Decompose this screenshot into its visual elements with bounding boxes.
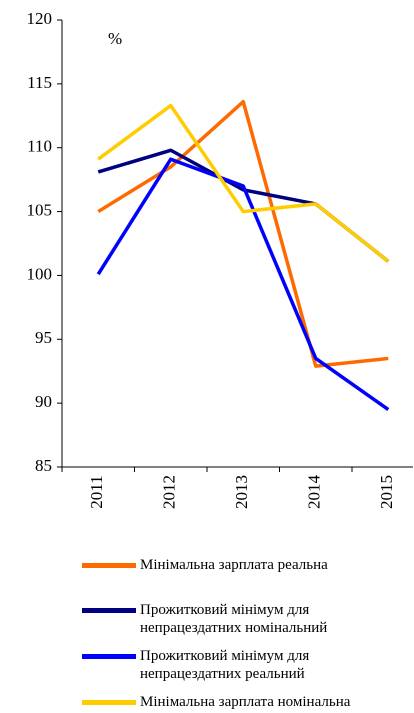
y-tick-label: 115: [27, 73, 52, 92]
legend-item: Мінімальна зарплата реальна: [82, 556, 328, 574]
series-line: [97, 103, 390, 263]
legend-swatch: [82, 654, 136, 659]
legend-label: Мінімальна зарплата реальна: [140, 557, 328, 573]
legend-label: Прожитковий мінімум для непрацездатних н…: [140, 602, 328, 636]
y-tick-label: 85: [35, 456, 52, 475]
y-tick-label: 120: [27, 9, 53, 28]
x-tick-label: 2014: [305, 475, 324, 510]
legend-label: Прожитковий мінімум для непрацездатних р…: [140, 648, 310, 682]
legend-item: Прожитковий мінімум для непрацездатних н…: [82, 601, 350, 637]
y-tick-label: 100: [27, 264, 53, 283]
legend-item: Прожитковий мінімум для непрацездатних р…: [82, 647, 350, 683]
chart: % 85 90 95 100 105 110 115 120 2011 2012 2013 2014 2…: [27, 9, 413, 510]
y-tick-label: 95: [35, 328, 52, 347]
y-tick-label: 90: [35, 392, 52, 411]
legend-swatch: [82, 700, 136, 705]
y-tick-label: 110: [27, 137, 52, 156]
y-tick-label: 105: [27, 200, 53, 219]
x-tick-label: 2012: [160, 475, 179, 509]
legend-label: Мінімальна зарплата номінальна: [140, 694, 351, 710]
legend-swatch: [82, 563, 136, 568]
x-tick-label: 2013: [232, 475, 251, 509]
legend-item: Мінімальна зарплата номінальна: [82, 693, 350, 711]
x-tick-label: 2015: [377, 475, 396, 509]
x-tick-label: 2011: [87, 475, 106, 508]
series-line: [97, 99, 389, 368]
legend-swatch: [82, 608, 136, 613]
series-line: [96, 157, 390, 411]
unit-annotation: %: [108, 29, 122, 48]
